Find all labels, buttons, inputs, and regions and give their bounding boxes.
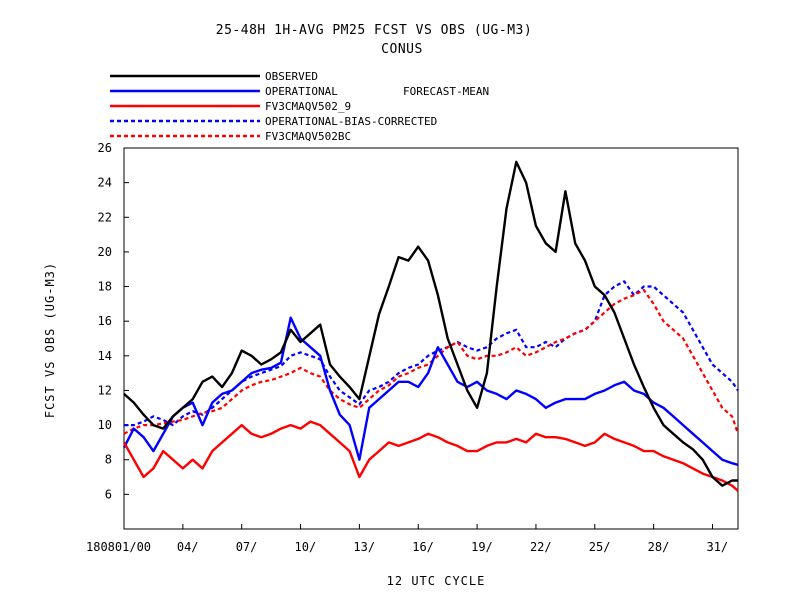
- x-tick-label: 13/: [353, 540, 375, 554]
- x-tick-label: 04/: [177, 540, 199, 554]
- x-tick-label: 07/: [236, 540, 258, 554]
- plot-frame: [123, 147, 739, 530]
- chart-title: 25-48H 1H-AVG PM25 FCST VS OBS (UG-M3): [216, 23, 532, 38]
- series-lines: [122, 160, 740, 492]
- x-tick-label: 19/: [471, 540, 493, 554]
- y-tick-label: 16: [98, 314, 112, 328]
- legend: OBSERVED OPERATIONAL FV3CMAQV502_9 OPERATIO…: [110, 70, 437, 143]
- y-tick-label: 20: [98, 245, 112, 259]
- x-tick-label: 16/: [412, 540, 434, 554]
- legend-label: OBSERVED: [265, 70, 318, 83]
- legend-label: FV3CMAQV502BC: [265, 130, 351, 143]
- y-tick-label: 12: [98, 383, 112, 397]
- x-axis: 180801/00 04/07/10/13/16/19/22/25/28/31/: [86, 524, 728, 554]
- legend-note: FORECAST-MEAN: [403, 85, 489, 98]
- x-tick-label: 28/: [648, 540, 670, 554]
- x-tick-label: 10/: [295, 540, 317, 554]
- chart-subtitle: CONUS: [381, 42, 423, 57]
- series-line-fv3cmaqv502-9: [122, 420, 739, 492]
- y-tick-label: 22: [98, 210, 112, 224]
- x-axis-label: 12 UTC CYCLE: [387, 574, 486, 588]
- legend-label: OPERATIONAL: [265, 85, 338, 98]
- legend-label: FV3CMAQV502_9: [265, 100, 351, 113]
- y-axis: 6 8 10 12 14 16 18 20 22 24 26: [98, 141, 129, 501]
- series-line-operational-bias-corrected: [124, 280, 739, 427]
- x-tick-label: 22/: [530, 540, 552, 554]
- y-tick-label: 8: [105, 453, 112, 467]
- series-line-operational: [122, 316, 739, 467]
- y-tick-label: 26: [98, 141, 112, 155]
- x-tick-label: 31/: [706, 540, 728, 554]
- y-axis-label: FCST VS OBS (UG-M3): [43, 262, 57, 418]
- legend-label: OPERATIONAL-BIAS-CORRECTED: [265, 115, 437, 128]
- x-tick-label: 180801/00: [86, 540, 151, 554]
- y-tick-label: 18: [98, 280, 112, 294]
- y-tick-label: 6: [105, 487, 112, 501]
- x-tick-label: 25/: [589, 540, 611, 554]
- y-tick-label: 24: [98, 176, 112, 190]
- series-line-observed: [123, 160, 738, 487]
- series-line-fv3cmaqv502bc: [123, 288, 740, 435]
- y-tick-label: 14: [98, 349, 112, 363]
- y-tick-label: 10: [98, 418, 112, 432]
